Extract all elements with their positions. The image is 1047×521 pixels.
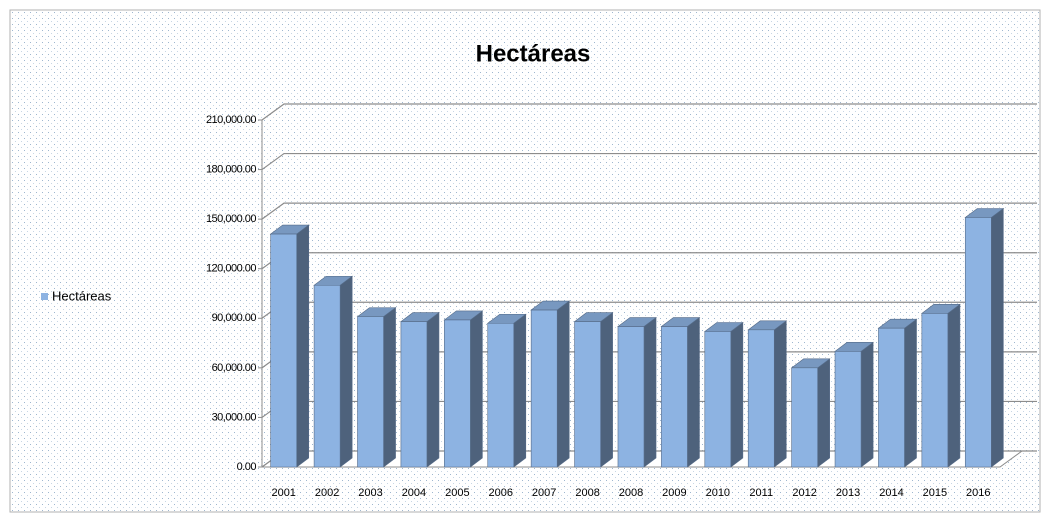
grid-line — [261, 103, 1037, 121]
bar-front — [878, 327, 905, 468]
x-tick-label: 2008 — [575, 487, 599, 499]
grid-line — [261, 202, 1037, 220]
bar — [747, 320, 788, 468]
bar-front — [444, 319, 471, 468]
y-tick-label: 90,000.00 — [212, 312, 257, 324]
x-tick-label: 2004 — [402, 487, 426, 499]
bar — [877, 318, 918, 468]
bar — [920, 303, 961, 468]
x-tick-label: 2010 — [706, 487, 730, 499]
bar-side — [556, 300, 570, 468]
x-tick-label: 2001 — [271, 487, 295, 499]
bar — [269, 224, 310, 468]
bar-side — [730, 321, 744, 468]
x-tick-label: 2009 — [662, 487, 686, 499]
bar-front — [530, 309, 558, 468]
bar-front — [617, 326, 645, 468]
bar — [530, 300, 571, 468]
bar-front — [704, 331, 732, 468]
bar-side — [600, 311, 613, 468]
bar-side — [904, 318, 917, 468]
x-tick-label: 2006 — [489, 487, 513, 499]
x-tick-label: 2014 — [879, 487, 903, 499]
bar-front — [791, 367, 818, 468]
bar — [356, 307, 397, 468]
bar-front — [400, 321, 428, 468]
bar — [573, 311, 614, 468]
legend-swatch — [41, 293, 48, 300]
x-tick-label: 2013 — [836, 487, 860, 499]
bar — [486, 313, 527, 468]
x-tick-label: 2002 — [315, 487, 339, 499]
x-tick-label: 2012 — [792, 487, 816, 499]
bar-side — [991, 207, 1004, 468]
y-tick-label: 180,000.00 — [206, 163, 256, 175]
grid-line — [261, 152, 1037, 171]
bar — [834, 341, 874, 468]
bar-side — [817, 358, 830, 468]
bar-front — [487, 322, 515, 468]
x-tick-label: 2003 — [358, 487, 382, 499]
chart-title: Hectáreas — [476, 40, 591, 67]
y-tick-label: 30,000.00 — [212, 411, 257, 423]
bar-front — [313, 284, 341, 468]
y-tick-label: 150,000.00 — [206, 213, 256, 225]
bar-side — [426, 311, 440, 468]
x-tick-label: 2008 — [619, 487, 643, 499]
bar-front — [270, 233, 298, 468]
x-tick-label: 2015 — [923, 487, 947, 499]
bar — [617, 316, 657, 468]
y-tick-label: 0.00 — [237, 461, 257, 473]
bar-front — [574, 321, 601, 468]
bar-front — [357, 316, 384, 468]
bar-side — [947, 303, 961, 468]
bar-front — [921, 313, 949, 468]
y-tick-label: 210,000.00 — [206, 114, 256, 126]
bar-front — [747, 329, 775, 468]
y-tick-label: 60,000.00 — [212, 362, 257, 374]
bar-side — [470, 310, 483, 468]
bar — [443, 310, 484, 468]
bar-front — [834, 351, 862, 468]
legend-label: Hectáreas — [52, 288, 112, 303]
bar-side — [773, 320, 787, 468]
bar-side — [860, 341, 874, 468]
bar — [400, 311, 440, 468]
bar-side — [339, 275, 353, 468]
x-tick-label: 2005 — [445, 487, 469, 499]
bar-side — [643, 316, 657, 468]
y-tick-label: 120,000.00 — [206, 263, 256, 275]
x-tick-label: 2016 — [966, 487, 990, 499]
bar-front — [661, 326, 688, 468]
bar — [703, 321, 744, 468]
x-tick-label: 2007 — [532, 487, 556, 499]
bar — [313, 275, 354, 468]
bar-front — [964, 217, 992, 468]
bar-side — [296, 224, 310, 468]
bar-side — [687, 316, 700, 468]
bar — [660, 316, 701, 468]
bar — [790, 358, 831, 468]
bar-side — [383, 307, 396, 468]
bar — [964, 207, 1005, 468]
x-tick-label: 2011 — [749, 487, 773, 499]
bar-side — [513, 313, 527, 468]
